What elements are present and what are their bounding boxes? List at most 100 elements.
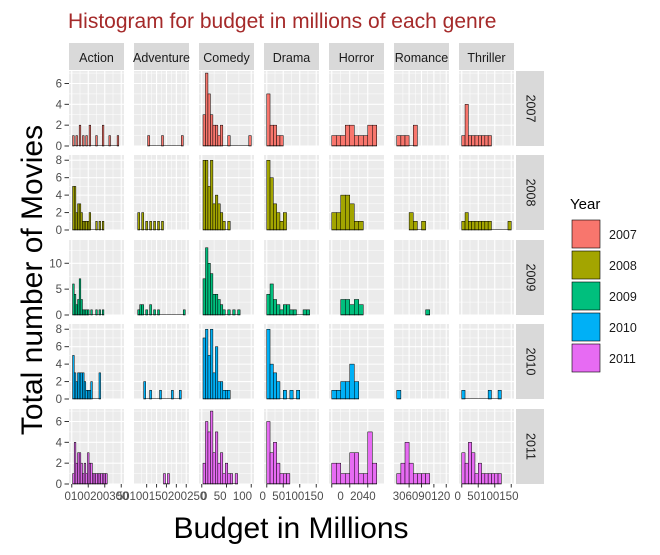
legend-item-2009: 2009 [571,281,637,311]
strip-year-2011: 2011 [516,409,544,484]
facet-strips: Action Adventure Comedy Drama Horror Romance T… [69,43,544,484]
histogram-bar [468,221,472,231]
histogram-bar [487,135,492,147]
histogram-bar [273,124,277,147]
strip-year-2010: 2010 [516,324,544,399]
histogram-bar [296,390,301,400]
y-tick-label: 8 [56,324,62,336]
histogram-bar [461,390,466,400]
histogram-bar [487,473,492,485]
histogram-bar [87,309,90,316]
histogram-bar [171,390,174,400]
panel-drama-2008 [264,155,319,231]
histogram-bar [336,462,341,485]
histogram-bar [283,212,287,231]
legend-label: 2011 [609,352,636,366]
strip-year-2007: 2007 [516,71,544,146]
histogram-bar [220,304,224,316]
strip-label: 2010 [524,348,538,376]
histogram-bar [207,93,211,147]
histogram-bar [421,473,426,485]
histogram-bar [266,421,271,485]
strip-label: Comedy [203,51,250,65]
histogram-bar [205,421,209,485]
histogram-bar [461,135,466,147]
y-tick-label: 2 [56,208,62,220]
histogram-bar [286,304,291,316]
strip-label: Horror [339,51,374,65]
histogram-bar [183,309,186,316]
histogram-bar [478,462,482,485]
histogram-bar [98,221,101,231]
histogram-bar [95,135,98,147]
histogram-bar [494,473,499,485]
panel-romance-2009 [394,240,449,316]
histogram-bar [227,135,231,147]
y-tick-label: 4 [56,190,63,202]
strip-background [69,43,124,70]
histogram-bar [372,124,377,147]
histogram-bar [276,462,281,485]
histogram-bar [137,212,140,231]
histogram-bar [215,294,219,316]
y-tick-label: 6 [56,173,62,185]
strip-drama: Drama [264,43,319,70]
histogram-bar [220,381,224,400]
y-tick-label: 5 [56,284,62,296]
y-tick-label: 0 [56,141,62,153]
panel-romance-2010 [394,324,449,400]
panel-drama-2009 [264,240,319,316]
histogram-bar [227,221,231,231]
histogram-bar [95,221,98,231]
histogram-bar [102,221,105,231]
histogram-bar [425,309,430,316]
histogram-bar [149,304,152,316]
histogram-bar [340,135,346,147]
histogram-bar [269,283,274,316]
histogram-bar [273,203,277,231]
histogram-bar [205,72,209,147]
histogram-bar [108,135,111,147]
x-axis-title: Budget in Millions [173,512,408,545]
histogram-bar [340,194,346,231]
histogram-bar [349,363,355,400]
y-tick-label: 4 [56,437,63,449]
histogram-bar [102,309,105,316]
y-tick-label: 8 [56,155,62,167]
strip-background [516,155,544,230]
histogram-bar [276,381,281,400]
histogram-bar [340,299,346,316]
histogram-bar [358,304,364,316]
histogram-bar [269,177,274,231]
panel-action-2011 [69,409,124,485]
histogram-bar [372,462,377,485]
legend-title: Year [570,196,600,213]
histogram-bar [413,124,418,147]
histogram-bar [507,221,512,231]
histogram-bar [153,221,156,231]
histogram-bar [461,452,466,485]
histogram-bar [478,221,482,231]
histogram-bar [205,328,209,400]
y-tick-label: 2 [56,458,62,470]
strip-background [516,240,544,315]
histogram-bar [72,135,75,147]
histogram-bar [487,390,492,400]
histogram-bar [336,135,341,147]
histogram-bar [487,221,492,231]
strip-background [134,43,189,70]
histogram-bar [266,159,271,231]
histogram-bar [354,381,359,400]
histogram-bar [354,221,359,231]
legend-label: 2007 [609,228,637,242]
histogram-bar [279,473,284,485]
legend-item-2007: 2007 [571,219,637,249]
panel-romance-2008 [394,155,449,231]
panel-action-2008 [69,155,124,231]
strip-romance: Romance [394,43,449,70]
histogram-bar [217,135,221,147]
strip-label: Thriller [467,51,505,65]
panel-adventure-2009 [134,240,189,316]
chart-title: Histogram for budget in millions of each… [68,10,496,33]
